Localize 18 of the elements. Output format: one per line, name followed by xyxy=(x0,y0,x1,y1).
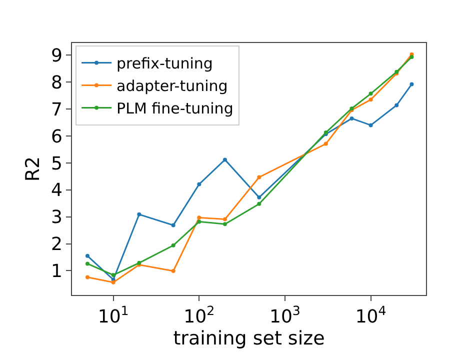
y-tick-label: 2 xyxy=(50,234,62,256)
y-tick-label: 3 xyxy=(50,207,62,228)
y-tick-label: 9 xyxy=(50,45,62,66)
y-tick-label: 1 xyxy=(50,261,62,282)
legend-label: prefix-tuning xyxy=(116,54,213,73)
y-tick-label: 4 xyxy=(50,180,62,202)
y-tick-label: 8 xyxy=(50,72,62,94)
x-tick-label: 10$^{3}$ xyxy=(270,303,300,328)
x-tick-label: 10$^{2}$ xyxy=(184,303,215,328)
x-axis-title: training set size xyxy=(173,328,325,350)
legend-label: adapter-tuning xyxy=(116,77,228,96)
y-tick-label: 7 xyxy=(50,99,62,120)
x-tick-label: 10$^{1}$ xyxy=(98,303,129,328)
legend-label: PLM fine-tuning xyxy=(116,100,234,118)
x-tick-label: 10$^{4}$ xyxy=(355,303,386,328)
y-axis-title: R2 xyxy=(22,156,44,182)
y-tick-label: 5 xyxy=(50,153,62,174)
y-tick-label: 6 xyxy=(50,126,62,148)
